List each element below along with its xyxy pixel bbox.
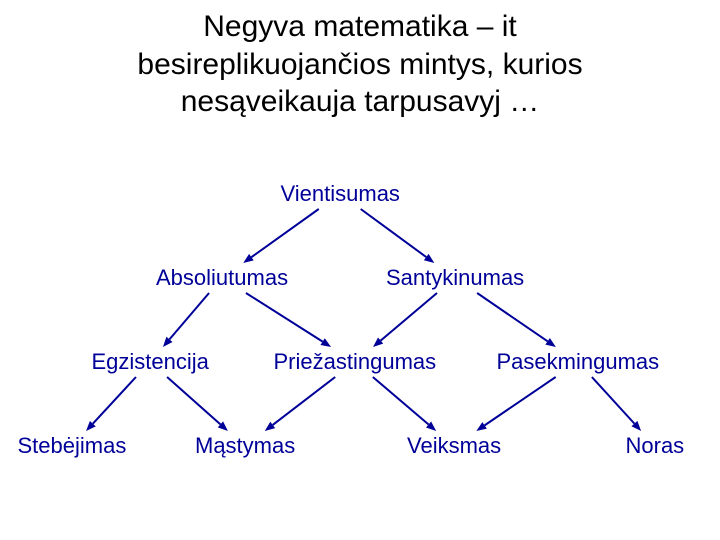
node-priezastingumas: Priežastingumas [274,349,437,375]
node-vientisumas: Vientisumas [281,181,400,207]
node-noras: Noras [626,433,685,459]
diagram-stage: Negyva matematika – it besireplikuojanči… [0,0,720,540]
node-pasekmingumas: Pasekmingumas [497,349,660,375]
node-santykinumas: Santykinumas [386,265,524,291]
node-egzistencija: Egzistencija [92,349,209,375]
node-absoliutumas: Absoliutumas [156,265,288,291]
page-title: Negyva matematika – it besireplikuojanči… [0,8,720,121]
node-mastymas: Mąstymas [195,433,295,459]
node-veiksmas: Veiksmas [407,433,501,459]
node-stebejimas: Stebėjimas [18,433,127,459]
